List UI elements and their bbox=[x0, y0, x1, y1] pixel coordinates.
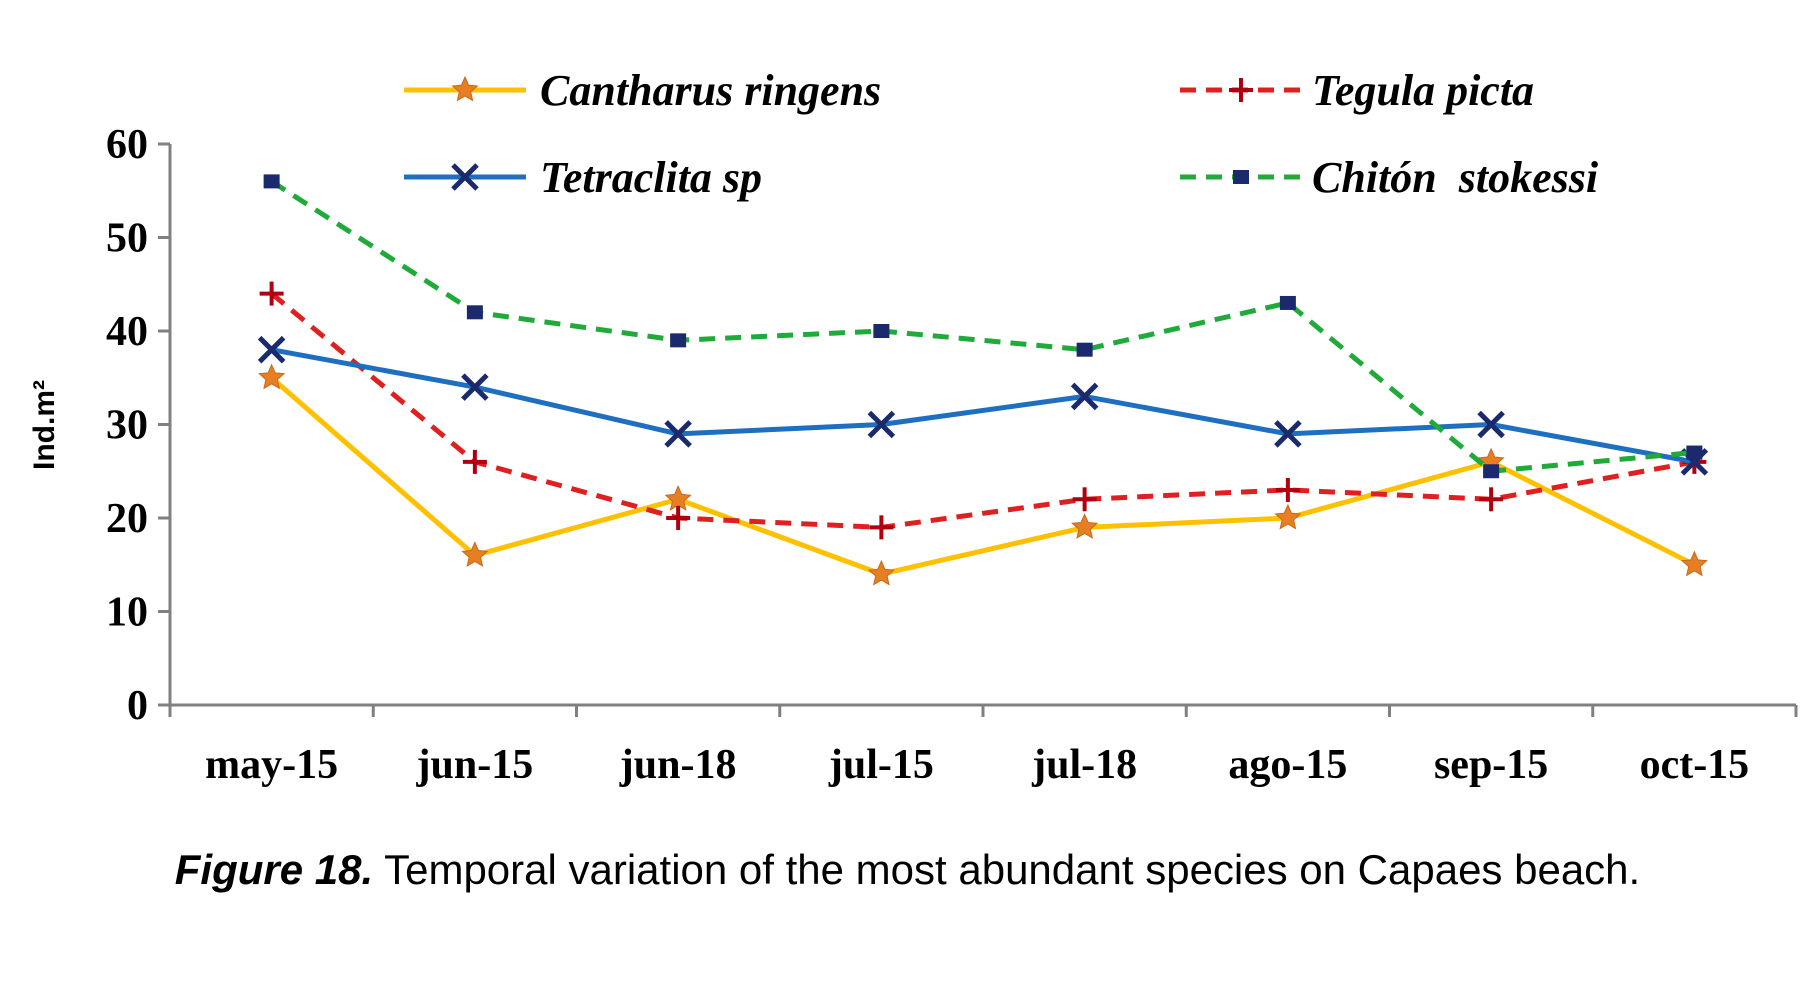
data-point-0-0 bbox=[258, 363, 286, 390]
legend-marker-chiton bbox=[1233, 170, 1249, 184]
caption-text: Temporal variation of the most abundant … bbox=[373, 846, 1641, 893]
data-point-3-5 bbox=[1279, 295, 1296, 310]
y-tick-label: 50 bbox=[106, 216, 148, 262]
legend-label-cantharus: Cantharus ringens bbox=[540, 66, 881, 115]
series-line-1 bbox=[270, 291, 1695, 530]
data-point-2-0 bbox=[257, 335, 286, 364]
x-tick-label: jun-18 bbox=[619, 742, 737, 788]
data-point-3-4 bbox=[1076, 342, 1093, 357]
data-point-3-0 bbox=[263, 174, 280, 189]
data-point-3-7 bbox=[1686, 445, 1703, 460]
legend-marker-cantharus bbox=[451, 75, 479, 102]
data-point-1-3 bbox=[869, 515, 894, 540]
legend-marker-shape-1 bbox=[1229, 78, 1253, 102]
data-point-3-3 bbox=[873, 324, 890, 338]
data-point-2-4 bbox=[1070, 382, 1099, 411]
data-point-1-0 bbox=[259, 281, 284, 306]
legend-item-tetraclita: Tetraclita sp bbox=[404, 153, 762, 202]
data-point-0-1 bbox=[461, 541, 489, 567]
legend-label-chiton: Chitón stokessi bbox=[1312, 153, 1599, 202]
series-line-0 bbox=[269, 375, 1696, 577]
y-tick-label: 40 bbox=[106, 309, 148, 355]
figure-caption: Figure 18. Temporal variation of the mos… bbox=[0, 846, 1815, 894]
x-tick-label: jun-15 bbox=[416, 742, 534, 788]
legend-marker-shape-3 bbox=[1233, 170, 1249, 184]
y-tick-label: 20 bbox=[106, 496, 148, 542]
y-ticks: 0 10 20 30 40 50 60 bbox=[106, 122, 170, 729]
caption-label: Figure 18. bbox=[174, 846, 374, 893]
legend-marker-shape-0 bbox=[451, 75, 479, 102]
legend-marker-shape-2 bbox=[451, 163, 479, 191]
chart-axes bbox=[168, 144, 1796, 707]
legend-label-tegula: Tegula picta bbox=[1312, 66, 1534, 115]
y-tick-label: 10 bbox=[106, 590, 148, 636]
legend-marker-tegula bbox=[1229, 78, 1253, 102]
data-point-1-6 bbox=[1479, 487, 1504, 512]
x-tick-label: jul-18 bbox=[1031, 742, 1137, 788]
y-tick-label: 30 bbox=[106, 403, 148, 449]
data-point-3-6 bbox=[1483, 464, 1500, 479]
y-axis-label: Ind.m² bbox=[28, 380, 61, 470]
data-point-2-5 bbox=[1274, 420, 1302, 448]
data-point-2-2 bbox=[664, 420, 692, 448]
data-point-2-1 bbox=[461, 373, 489, 401]
data-point-2-6 bbox=[1477, 410, 1505, 439]
series bbox=[257, 174, 1709, 586]
x-tick-label: may-15 bbox=[205, 742, 338, 788]
legend-item-tegula: Tegula picta bbox=[1180, 66, 1534, 115]
y-tick-label: 60 bbox=[106, 122, 148, 168]
x-tick-label: ago-15 bbox=[1228, 742, 1347, 788]
data-point-1-1 bbox=[462, 449, 487, 474]
x-ticks: may-15 jun-15 jun-18 jul-15 jul-18 ago-15 sep-… bbox=[168, 705, 1798, 788]
series-line-2 bbox=[271, 347, 1695, 465]
series-line-3 bbox=[270, 179, 1695, 474]
data-point-0-4 bbox=[1071, 513, 1099, 539]
legend: Cantharus ringens Tegula picta Tetraclit… bbox=[404, 66, 1599, 202]
data-point-2-3 bbox=[867, 410, 896, 439]
legend-item-cantharus: Cantharus ringens bbox=[404, 66, 881, 115]
data-point-1-2 bbox=[666, 506, 691, 530]
data-point-0-7 bbox=[1680, 550, 1708, 577]
data-point-1-5 bbox=[1275, 477, 1300, 502]
legend-marker-tetraclita bbox=[451, 163, 479, 191]
data-point-1-4 bbox=[1072, 487, 1097, 512]
legend-label-tetraclita: Tetraclita sp bbox=[540, 153, 762, 202]
data-point-0-5 bbox=[1274, 503, 1302, 530]
data-point-3-2 bbox=[670, 333, 687, 348]
legend-item-chiton: Chitón stokessi bbox=[1180, 153, 1599, 202]
data-point-0-3 bbox=[867, 559, 895, 586]
data-point-3-1 bbox=[466, 305, 483, 320]
y-tick-label: 0 bbox=[127, 683, 148, 729]
data-point-0-2 bbox=[664, 485, 692, 511]
x-tick-label: oct-15 bbox=[1640, 742, 1750, 788]
x-tick-label: jul-15 bbox=[828, 742, 934, 788]
x-tick-label: sep-15 bbox=[1434, 742, 1548, 788]
